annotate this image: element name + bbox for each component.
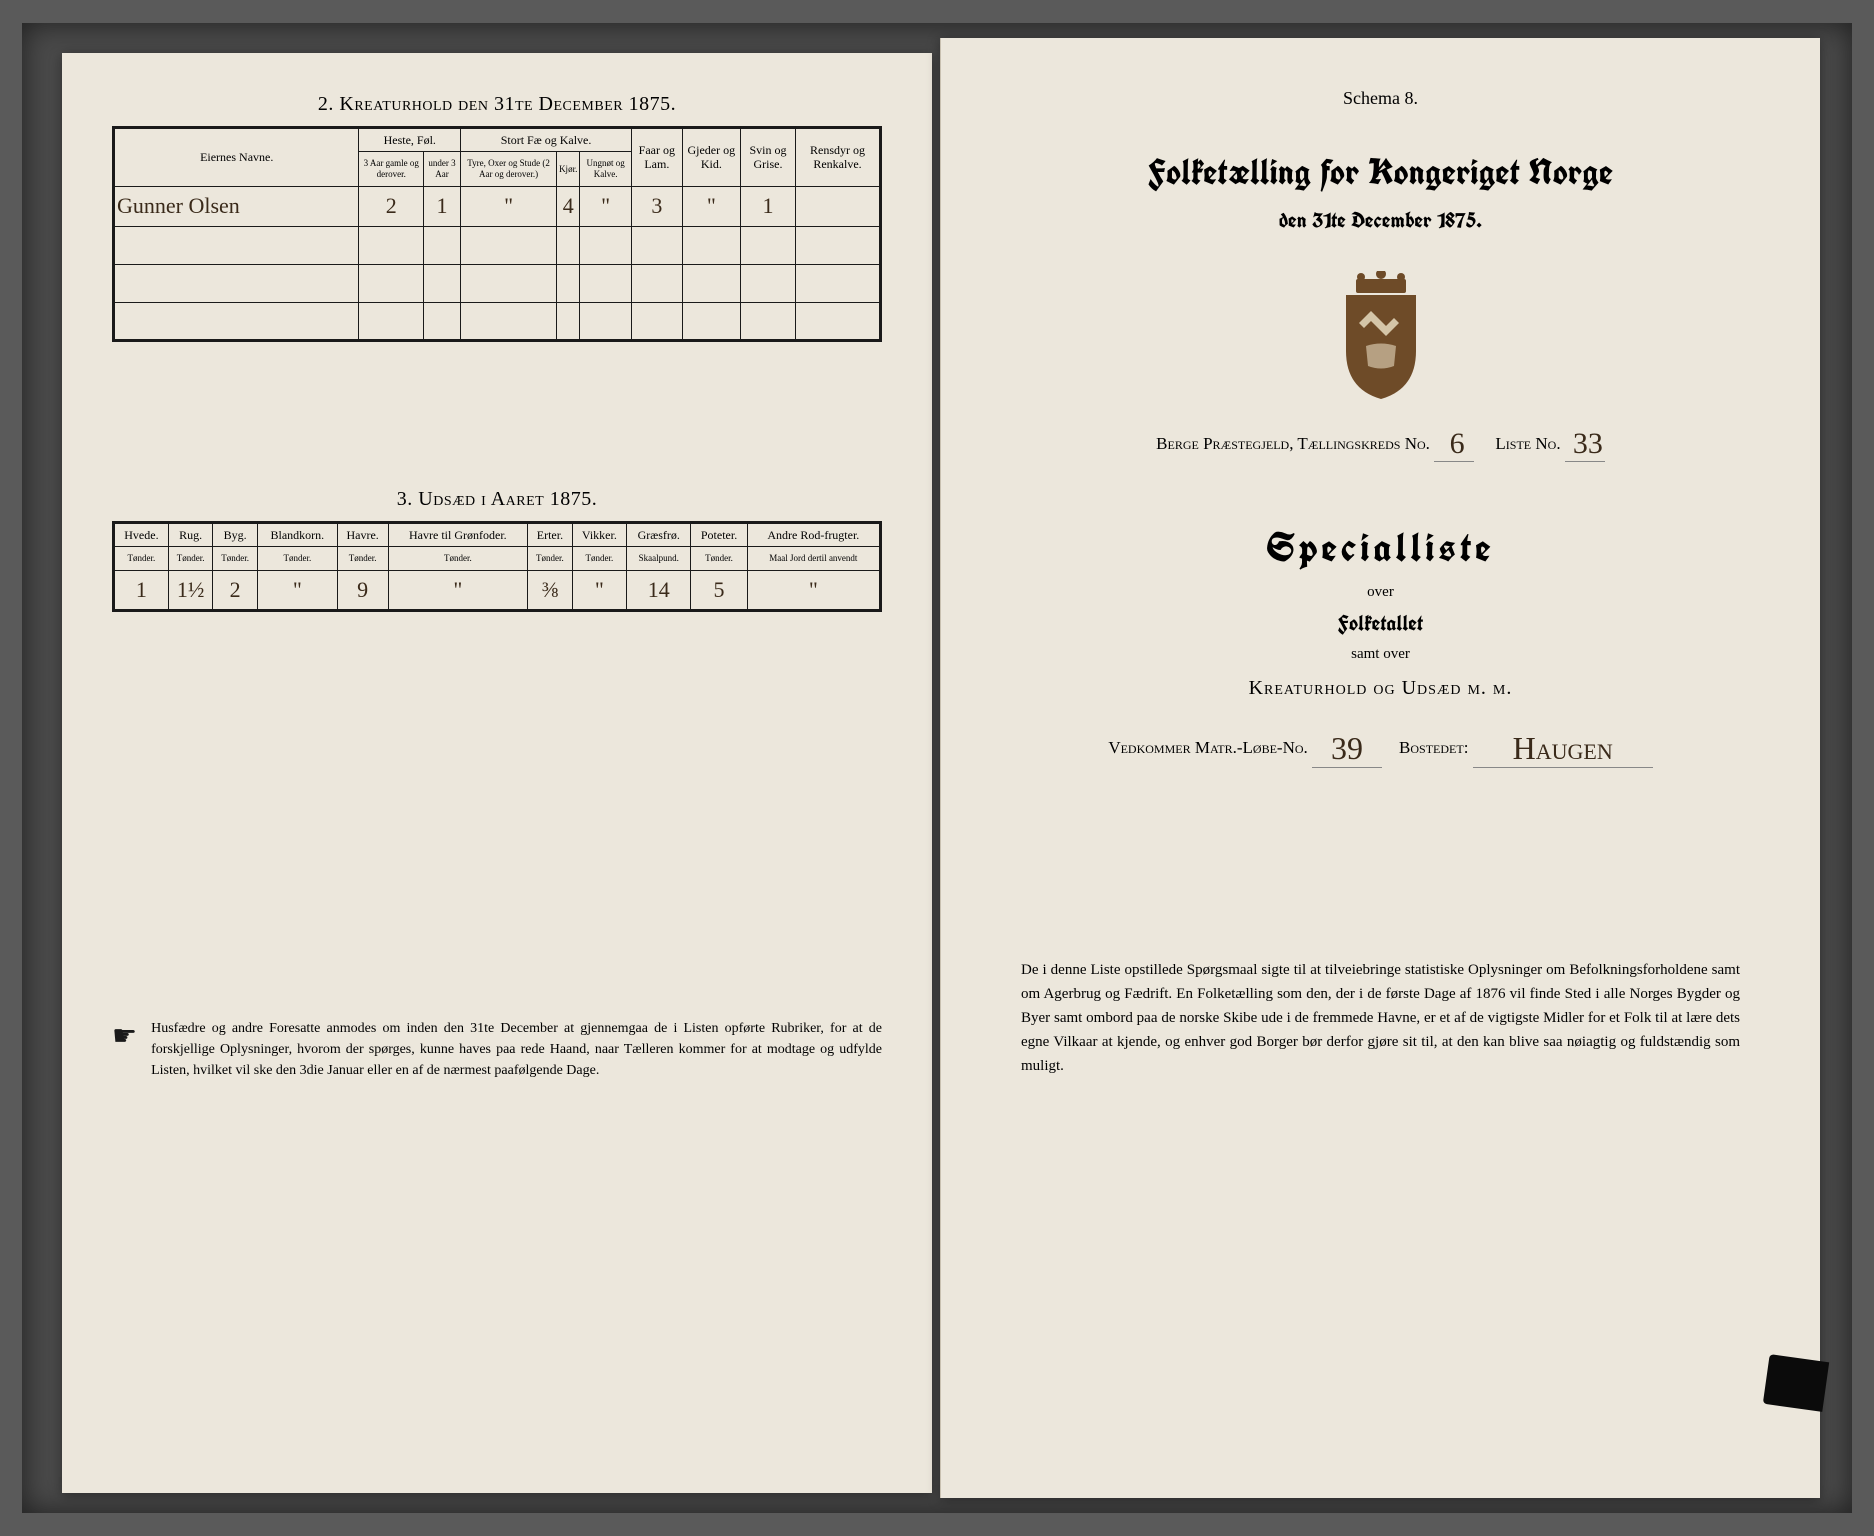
table-kreaturhold: Eiernes Navne. Heste, Føl. Stort Fæ og K… [112, 126, 882, 342]
col-fae: Stort Fæ og Kalve. [461, 128, 632, 152]
cell: 1 [740, 186, 795, 226]
col: Blandkorn. [257, 522, 337, 546]
parish-line: Berge Præstegjeld, Tællingskreds No. 6 L… [1011, 427, 1750, 462]
scan-container: 2. Kreaturhold den 31te December 1875. E… [22, 23, 1852, 1513]
sub-h2: under 3 Aar [424, 152, 461, 187]
col: Havre til Grønfoder. [388, 522, 528, 546]
cell [796, 186, 881, 226]
kreaturhold-label: Kreaturhold og Udsæd m. m. [1011, 677, 1750, 700]
census-subtitle: den 31te December 1875. [1011, 206, 1750, 235]
cell: " [572, 571, 626, 611]
bosted-name: Haugen [1473, 730, 1653, 768]
col: Erter. [528, 522, 573, 546]
col-faar: Faar og Lam. [631, 128, 682, 187]
col-svin: Svin og Grise. [740, 128, 795, 187]
col: Havre. [337, 522, 388, 546]
specialliste-title: Specialliste [1011, 522, 1750, 574]
right-page: Schema 8. Folketælling for Kongeriget No… [940, 38, 1820, 1498]
kreds-no: 6 [1434, 427, 1474, 462]
table-row: Tønder. Tønder. Tønder. Tønder. Tønder. … [114, 547, 881, 571]
liste-label: Liste No. [1495, 434, 1560, 453]
col-gjed: Gjeder og Kid. [682, 128, 740, 187]
sub-f2: Kjør. [557, 152, 580, 187]
col: Vikker. [572, 522, 626, 546]
table-row: Hvede. Rug. Byg. Blandkorn. Havre. Havre… [114, 522, 881, 546]
cell: 3 [631, 186, 682, 226]
table-row: Gunner Olsen 2 1 " 4 " 3 " 1 [114, 186, 881, 226]
unit: Tønder. [691, 547, 747, 571]
cell: ⅜ [528, 571, 573, 611]
bosted-line: Vedkommer Matr.-Løbe-No. 39 Bostedet: Ha… [1011, 730, 1750, 768]
cell: " [682, 186, 740, 226]
cell: " [461, 186, 557, 226]
parish-label: Berge Præstegjeld, Tællingskreds No. [1156, 434, 1430, 453]
samt-label: samt over [1011, 646, 1750, 663]
unit: Tønder. [388, 547, 528, 571]
col: Byg. [213, 522, 258, 546]
cell: 9 [337, 571, 388, 611]
liste-no: 33 [1565, 427, 1605, 462]
over-label: over [1011, 584, 1750, 601]
unit: Tønder. [572, 547, 626, 571]
col: Rug. [168, 522, 213, 546]
table-udsaed: Hvede. Rug. Byg. Blandkorn. Havre. Havre… [112, 521, 882, 612]
unit: Tønder. [337, 547, 388, 571]
unit: Tønder. [257, 547, 337, 571]
sub-f3: Ungnøt og Kalve. [580, 152, 632, 187]
col-heste: Heste, Føl. [359, 128, 461, 152]
table-row: Eiernes Navne. Heste, Føl. Stort Fæ og K… [114, 128, 881, 152]
col: Græsfrø. [627, 522, 691, 546]
cell: " [388, 571, 528, 611]
table-row [114, 302, 881, 340]
col: Andre Rod-frugter. [747, 522, 880, 546]
col-owner: Eiernes Navne. [114, 128, 359, 187]
matr-no: 39 [1312, 730, 1382, 768]
sub-f1: Tyre, Oxer og Stude (2 Aar og derover.) [461, 152, 557, 187]
cell: 2 [213, 571, 258, 611]
right-footnote: De i denne Liste opstillede Spørgsmaal s… [1021, 958, 1740, 1078]
unit: Skaalpund. [627, 547, 691, 571]
cell: 1 [424, 186, 461, 226]
col-ren: Rensdyr og Renkalve. [796, 128, 881, 187]
section2-title: 2. Kreaturhold den 31te December 1875. [112, 93, 882, 116]
sub-h1: 3 Aar gamle og derover. [359, 152, 424, 187]
col: Poteter. [691, 522, 747, 546]
cell: 14 [627, 571, 691, 611]
section3-title: 3. Udsæd i Aaret 1875. [112, 488, 882, 511]
col: Hvede. [114, 522, 169, 546]
census-title: Folketælling for Kongeriget Norge [1011, 149, 1750, 196]
coat-of-arms-icon [1326, 271, 1436, 401]
unit: Tønder. [114, 547, 169, 571]
left-footnote: ☛ Husfædre og andre Foresatte anmodes om… [112, 1018, 882, 1081]
owner-name: Gunner Olsen [114, 186, 359, 226]
table-row: 1 1½ 2 " 9 " ⅜ " 14 5 " [114, 571, 881, 611]
matr-label: Vedkommer Matr.-Løbe-No. [1108, 738, 1307, 757]
table-row [114, 226, 881, 264]
cell: 4 [557, 186, 580, 226]
pointing-hand-icon: ☛ [112, 1016, 137, 1081]
cell: " [580, 186, 632, 226]
folketallet-label: Folketallet [1011, 609, 1750, 638]
unit: Tønder. [528, 547, 573, 571]
cell: " [747, 571, 880, 611]
cell: 1½ [168, 571, 213, 611]
unit: Tønder. [213, 547, 258, 571]
schema-label: Schema 8. [1011, 88, 1750, 109]
cell: 2 [359, 186, 424, 226]
left-page: 2. Kreaturhold den 31te December 1875. E… [62, 53, 932, 1493]
page-clip-shadow [1763, 1354, 1829, 1412]
bosted-label: Bostedet: [1399, 738, 1468, 757]
footnote-text: Husfædre og andre Foresatte anmodes om i… [151, 1018, 882, 1081]
cell: 5 [691, 571, 747, 611]
cell: " [257, 571, 337, 611]
cell: 1 [114, 571, 169, 611]
unit: Tønder. [168, 547, 213, 571]
table-row [114, 264, 881, 302]
unit: Maal Jord dertil anvendt [747, 547, 880, 571]
